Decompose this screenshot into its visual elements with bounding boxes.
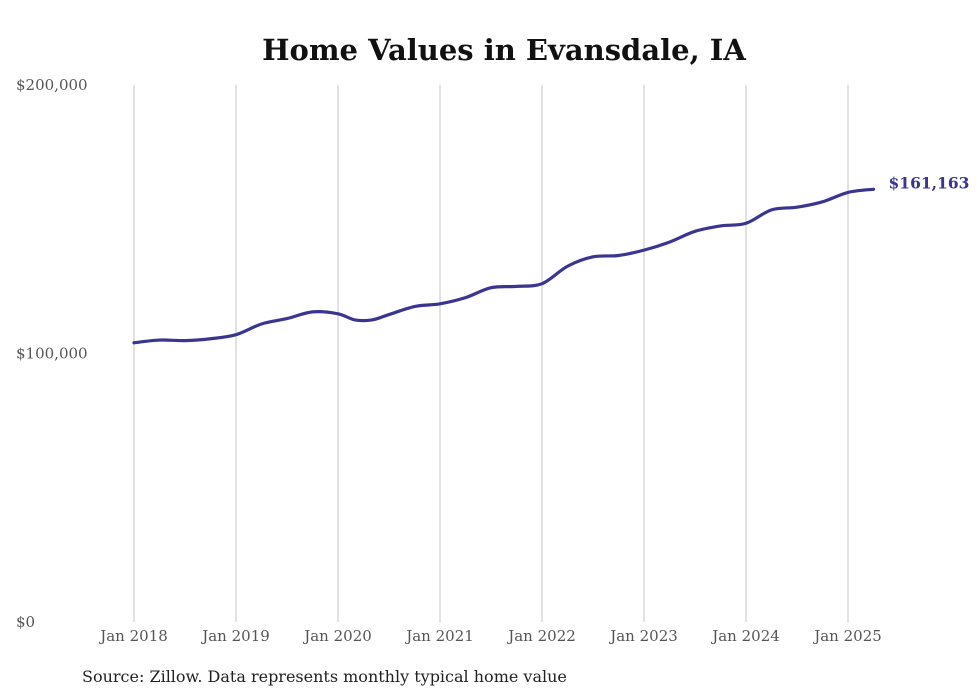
x-tick-label: Jan 2019 (200, 627, 270, 645)
x-tick-label: Jan 2018 (98, 627, 168, 645)
y-axis: $0 $100,000 $200,000 (16, 76, 88, 631)
end-value-label: $161,163 (889, 173, 970, 192)
x-tick-label: Jan 2020 (302, 627, 372, 645)
x-axis: Jan 2018 Jan 2019 Jan 2020 Jan 2021 Jan 2022… (98, 627, 882, 645)
x-tick-label: Jan 2022 (506, 627, 576, 645)
source-note: Source: Zillow. Data represents monthly … (82, 667, 567, 686)
x-tick-label: Jan 2024 (710, 627, 780, 645)
y-tick-label: $200,000 (16, 76, 88, 94)
x-tick-label: Jan 2023 (608, 627, 678, 645)
y-tick-label: $100,000 (16, 345, 88, 363)
x-tick-label: Jan 2025 (812, 627, 882, 645)
series-line (132, 187, 876, 345)
chart-title: Home Values in Evansdale, IA (262, 33, 746, 67)
x-tick-label: Jan 2021 (404, 627, 474, 645)
series-group: $161,163 (132, 173, 970, 345)
y-tick-label: $0 (16, 613, 35, 631)
grid (133, 85, 849, 622)
